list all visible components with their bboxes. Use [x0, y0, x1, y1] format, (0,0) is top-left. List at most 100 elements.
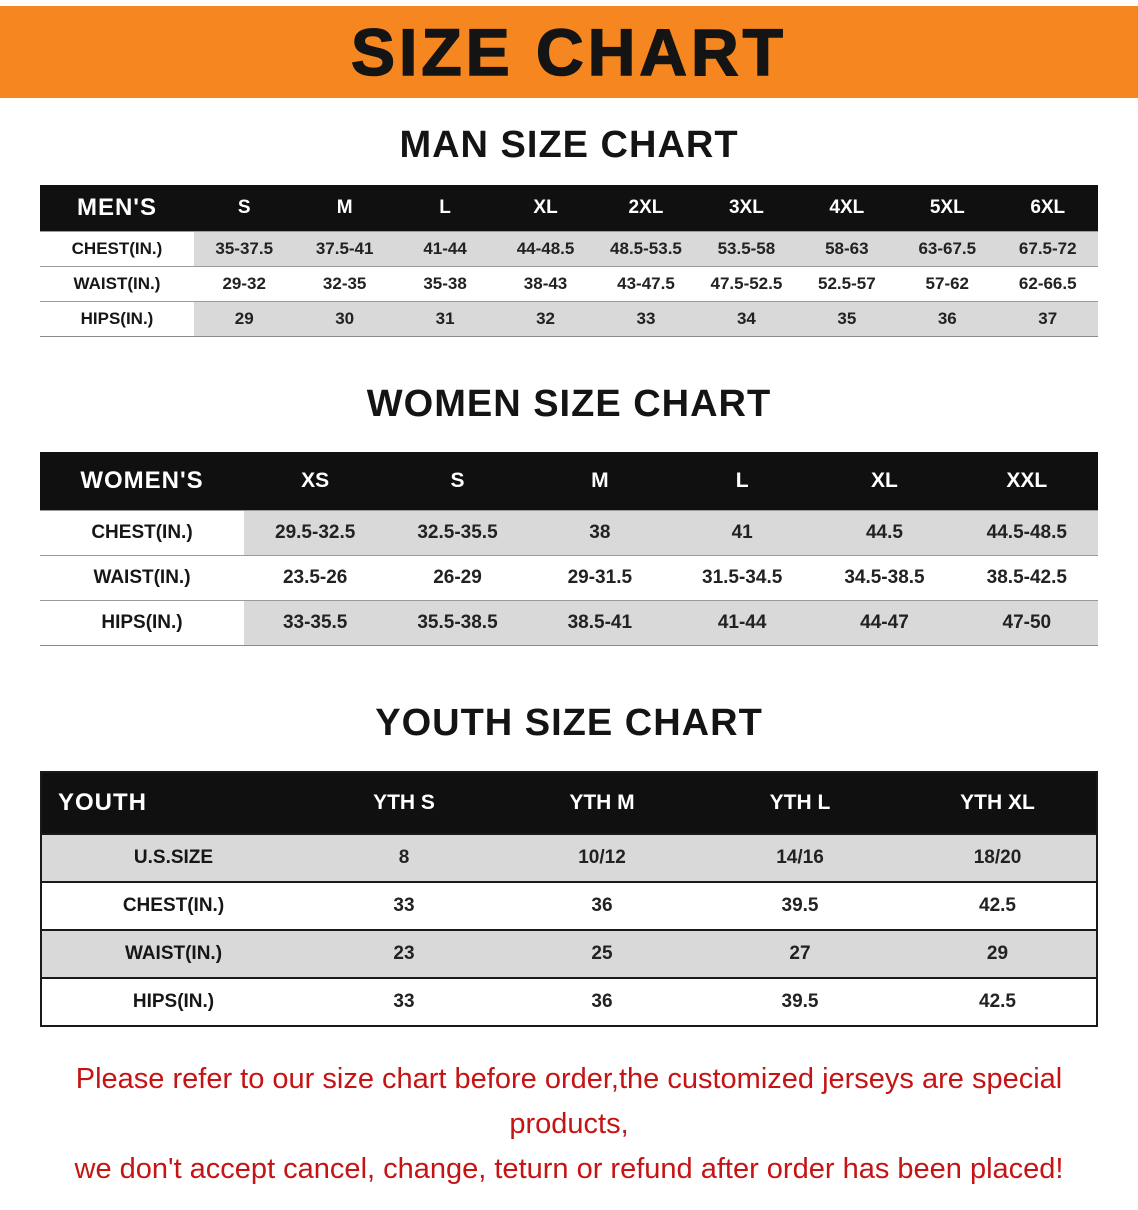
- size-value: 29: [234, 309, 254, 328]
- size-value: 29.5-32.5: [275, 522, 356, 543]
- size-value: 33: [393, 991, 415, 1012]
- size-value: 58-63: [825, 239, 869, 258]
- size-value: 33: [393, 895, 415, 916]
- size-value: 38-43: [523, 274, 568, 293]
- measure-row: CHEST(IN.) 33 36 39.5 42.5: [41, 882, 1097, 930]
- measure-row: WAIST(IN.) 23 25 27 29: [41, 930, 1097, 978]
- measure-row: CHEST(IN.) 35-37.5 37.5-41 41-44 44-48.5 48.5…: [40, 231, 1098, 267]
- men-chart-title: MAN SIZE CHART: [399, 124, 739, 166]
- size-value: 41: [731, 522, 753, 543]
- size-value: 32.5-35.5: [417, 522, 498, 543]
- size-value: 29: [986, 943, 1009, 964]
- size-value: 32: [536, 309, 555, 328]
- row-label: WAIST(IN.): [40, 266, 194, 302]
- size-column-header: 3XL: [696, 185, 797, 232]
- size-value: 35-37.5: [215, 239, 274, 258]
- size-value: 29-31.5: [567, 567, 633, 588]
- size-value: 38.5-42.5: [986, 567, 1067, 588]
- size-value: 37: [1038, 309, 1058, 328]
- size-value: 63-67.5: [918, 239, 977, 258]
- size-value: 48.5-53.5: [610, 239, 682, 258]
- row-label: WAIST(IN.): [124, 943, 223, 964]
- size-column-header: 5XL: [897, 185, 998, 232]
- size-value: 41-44: [423, 239, 467, 258]
- size-column-header: XXL: [955, 452, 1098, 511]
- size-column-header: 6XL: [997, 185, 1098, 232]
- men-size-chart-section: MAN SIZE CHART MEN'S S M L XL 2XL 3XL 4XL 5XL 6XL…: [0, 98, 1138, 337]
- youth-chart-title: YOUTH SIZE CHART: [375, 702, 763, 744]
- size-value: 47.5-52.5: [710, 274, 783, 293]
- notice-line-2: we don't accept cancel, change, teturn o…: [74, 1152, 1064, 1185]
- row-label: CHEST(IN.): [40, 510, 244, 556]
- size-column-header: S: [386, 452, 529, 511]
- size-value: 38: [589, 522, 611, 543]
- size-column-header: M: [528, 452, 671, 511]
- size-value: 57-62: [925, 274, 970, 293]
- size-value: 35-38: [423, 274, 467, 293]
- banner: SIZE CHART: [0, 6, 1138, 98]
- size-column-header: 4XL: [796, 185, 898, 232]
- row-label: HIPS(IN.): [40, 301, 194, 337]
- size-value: 25: [591, 943, 613, 964]
- row-label: CHEST(IN.): [122, 895, 225, 916]
- size-value: 31.5-34.5: [702, 567, 783, 588]
- size-value: 42.5: [979, 991, 1016, 1012]
- size-column-header: M: [294, 185, 395, 232]
- measure-row: U.S.SIZE 8 10/12 14/16 18/20: [41, 834, 1097, 882]
- women-size-table: WOMEN'S XS S M L XL XXL CHEST(IN.) 29.5-32.5 32.5…: [40, 452, 1098, 646]
- size-value: 36: [591, 895, 613, 916]
- size-value: 53.5-58: [717, 239, 776, 258]
- size-column-header: L: [394, 185, 496, 232]
- size-value: 44-48.5: [516, 239, 575, 258]
- size-value: 41-44: [717, 612, 767, 633]
- size-value: 35.5-38.5: [417, 612, 498, 633]
- size-value: 33: [636, 309, 656, 328]
- measure-row: HIPS(IN.) 29 30 31 32 33 34 35 36 37: [40, 301, 1098, 337]
- size-value: 44-47: [860, 612, 909, 633]
- size-value: 42.5: [979, 895, 1016, 916]
- row-label: CHEST(IN.): [40, 231, 194, 267]
- group-label: MEN'S: [40, 185, 194, 232]
- size-value: 44.5: [865, 522, 903, 543]
- footer-notice: Please refer to our size chart before or…: [30, 1057, 1108, 1192]
- table-header-row: WOMEN'S XS S M L XL XXL: [40, 452, 1098, 511]
- measure-row: HIPS(IN.) 33-35.5 35.5-38.5 38.5-41 41-44 44-…: [40, 600, 1098, 646]
- size-value: 18/20: [973, 847, 1022, 868]
- women-chart-title: WOMEN SIZE CHART: [366, 383, 772, 425]
- women-size-chart-section: WOMEN SIZE CHART WOMEN'S XS S M L XL XXL CHEST(…: [0, 337, 1138, 646]
- row-label: WAIST(IN.): [40, 555, 244, 601]
- size-column-header: 2XL: [595, 185, 697, 232]
- size-value: 14/16: [776, 847, 824, 868]
- size-column-header: YTH XL: [899, 772, 1097, 834]
- measure-row: CHEST(IN.) 29.5-32.5 32.5-35.5 38 41 44.5 44.5…: [40, 510, 1098, 556]
- size-column-header: L: [670, 452, 814, 511]
- size-value: 30: [335, 309, 355, 328]
- size-value: 10/12: [578, 847, 626, 868]
- row-label: HIPS(IN.): [132, 991, 215, 1012]
- table-header-row: MEN'S S M L XL 2XL 3XL 4XL 5XL 6XL: [40, 185, 1098, 232]
- size-value: 34: [736, 309, 756, 328]
- size-value: 27: [789, 943, 811, 964]
- size-value: 67.5-72: [1018, 239, 1077, 258]
- measure-row: HIPS(IN.) 33 36 39.5 42.5: [41, 978, 1097, 1026]
- size-value: 31: [435, 309, 455, 328]
- size-chart-page: SIZE CHART MAN SIZE CHART MEN'S S M L XL 2XL 3…: [0, 6, 1138, 1210]
- size-column-header: XL: [495, 185, 596, 232]
- size-column-header: YTH S: [305, 772, 503, 834]
- table-header-row: YOUTH YTH S YTH M YTH L YTH XL: [41, 772, 1097, 834]
- size-value: 39.5: [781, 991, 819, 1012]
- size-column-header: XS: [244, 452, 387, 511]
- youth-size-table: YOUTH YTH S YTH M YTH L YTH XL U.S.SIZE 8 10/12…: [40, 771, 1098, 1027]
- page-title: SIZE CHART: [350, 14, 787, 90]
- size-value: 47-50: [1002, 612, 1052, 633]
- row-label: U.S.SIZE: [133, 847, 214, 868]
- size-value: 36: [591, 991, 613, 1012]
- size-value: 37.5-41: [315, 239, 374, 258]
- group-label: WOMEN'S: [40, 452, 244, 511]
- size-value: 35: [837, 309, 857, 328]
- size-value: 29-32: [222, 274, 266, 293]
- size-column-header: S: [194, 185, 295, 232]
- size-column-header: XL: [813, 452, 956, 511]
- row-label: HIPS(IN.): [40, 600, 244, 646]
- size-value: 34.5-38.5: [844, 567, 925, 588]
